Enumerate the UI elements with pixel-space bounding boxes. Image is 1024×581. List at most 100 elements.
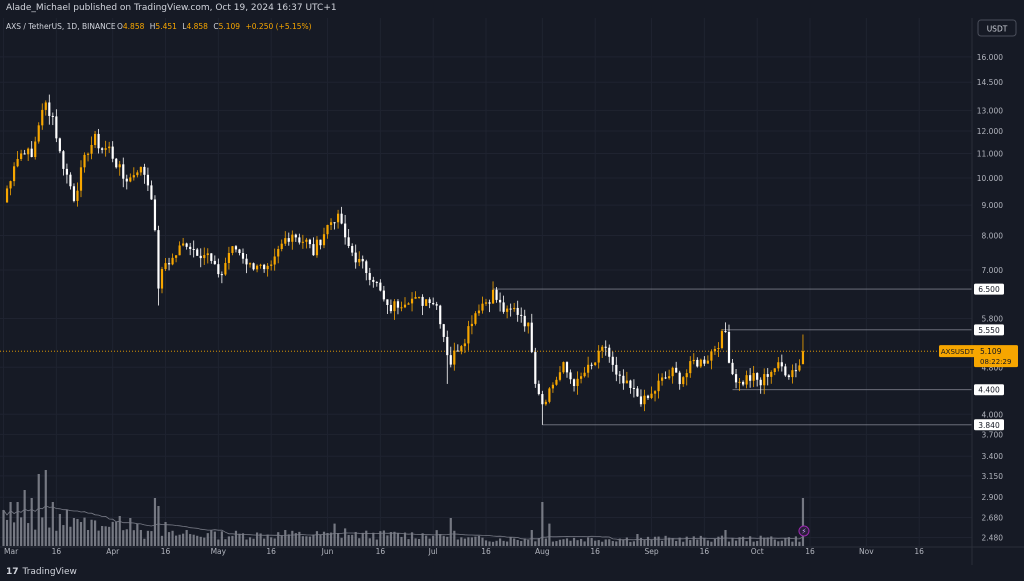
candle-body [787,375,790,378]
candle-body [636,388,639,397]
candle [86,152,90,162]
candle-body [794,370,798,372]
volume-bar [766,537,769,546]
currency-button[interactable]: USDT [977,19,1017,37]
candle-body [410,298,414,304]
volume-bar [379,531,382,546]
candle-body [660,377,664,381]
candle [153,195,157,232]
candle [51,112,54,126]
y-tick-label: 13.000 [977,106,1003,115]
candle-body [801,351,805,365]
price-chart[interactable]: 16.000 14.500 13.000 12.000 11.000 10.000 9.00… [0,18,1024,565]
candle-body [48,102,51,116]
candle-body [196,249,199,256]
x-tick-label: Aug [535,547,550,556]
y-tick-label: 5.800 [982,314,1004,323]
candle-body [20,153,23,159]
candle [685,369,688,386]
candle-body [703,359,706,364]
volume-bar [523,538,526,546]
candle [336,209,340,229]
volume-moving-average-line [3,505,804,541]
volume-bar [329,532,333,546]
candle [185,242,188,250]
candle-body [210,253,213,261]
candle-body [650,393,653,398]
y-tick-label: 3.150 [982,472,1004,481]
candle-body [174,255,178,258]
candle [298,233,301,245]
candle [671,366,674,384]
volume-bar [558,539,562,546]
candle-body [579,376,583,379]
candle-body [520,314,523,316]
volume-bar [382,530,385,546]
volume-bar [653,536,657,546]
tradingview-logo[interactable]: 17 TradingView [6,567,77,577]
candle [407,302,410,305]
candle-body [777,362,780,369]
time-axis[interactable]: Mar 16 Apr 16 May 16 Jun 16 Jul 16 Aug 16 Sep 16 Oct 16… [0,546,1024,556]
chart-frame[interactable]: 16.000 14.500 13.000 12.000 11.000 10.000 9.00… [0,18,1024,565]
candle [488,299,491,313]
volume-bar [192,534,195,546]
candle-body [79,167,83,191]
x-tick-label: Jul [428,547,438,556]
volume-bar [664,535,667,546]
legend-symbol: AXS / TetherUS, 1D, BINANCE [6,22,116,31]
volume-bar [241,533,245,546]
candle-body [506,308,509,312]
volume-bar [30,498,33,546]
candle [291,230,294,250]
volume-bar [312,534,315,546]
candle [537,380,540,396]
candle [372,276,375,288]
candle [178,241,181,256]
volume-bar [491,541,495,546]
volume-bar [615,541,618,546]
volume-bar [336,533,340,546]
candle [280,239,283,252]
volume-bar [643,540,646,546]
volume-bar [23,490,26,546]
candle [534,347,537,388]
candle-body [238,249,241,254]
lightning-icon[interactable]: ⚡ [798,525,810,537]
candle [622,369,625,390]
candle-body [467,326,470,344]
candle [340,206,343,225]
candle-body [111,146,114,159]
volume-bar [516,540,519,546]
candle [231,246,234,256]
volume-bar [182,533,185,546]
candle-body [484,302,488,304]
candle-body [115,158,118,168]
candle-body [344,223,347,238]
horizontal-levels[interactable] [493,288,972,426]
volume-bar [636,534,639,546]
candle [287,232,290,246]
candle-body [551,384,555,389]
volume-bar [594,540,597,546]
volume-bar [572,537,576,546]
volume-bar [213,531,216,546]
volume-bar [629,541,632,546]
candle-body [379,282,382,291]
legend-l-label: L [182,22,187,31]
candle-body [365,261,368,274]
candle-body [336,213,340,223]
legend-h-value: 5.451 [155,22,177,31]
candle [312,237,315,256]
candle [696,357,699,368]
volume-bar [196,535,199,546]
volume-bar [498,538,502,546]
candle [453,342,456,371]
candle [780,354,783,372]
candle [79,160,83,198]
candle-body [143,166,146,175]
volume-bar [20,517,23,546]
candle [393,299,396,320]
volume-bar [104,526,107,546]
x-tick-label: 16 [481,547,491,556]
